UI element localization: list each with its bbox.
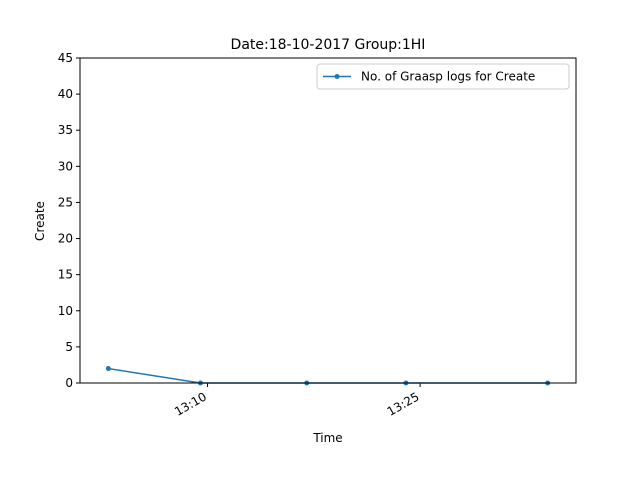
y-tick-label: 0 <box>65 376 73 390</box>
y-tick-label: 15 <box>58 268 73 282</box>
legend-marker <box>334 74 340 79</box>
y-tick-label: 5 <box>65 340 73 354</box>
y-tick-label: 35 <box>58 123 73 137</box>
y-tick-label: 45 <box>58 51 73 65</box>
chart-title: Date:18-10-2017 Group:1HI <box>231 37 426 53</box>
legend: No. of Graasp logs for Create <box>316 63 570 90</box>
y-tick-label: 20 <box>58 232 73 246</box>
y-axis-label: Create <box>33 201 47 241</box>
legend-label: No. of Graasp logs for Create <box>361 70 535 84</box>
legend-box <box>316 63 570 90</box>
y-tick-label: 40 <box>58 87 73 101</box>
y-tick-label: 30 <box>58 159 73 173</box>
y-tick-label: 25 <box>58 195 73 209</box>
y-tick-label: 10 <box>58 304 73 318</box>
axes-frame <box>79 57 577 384</box>
x-axis-label: Time <box>312 431 342 445</box>
data-point <box>105 366 111 372</box>
